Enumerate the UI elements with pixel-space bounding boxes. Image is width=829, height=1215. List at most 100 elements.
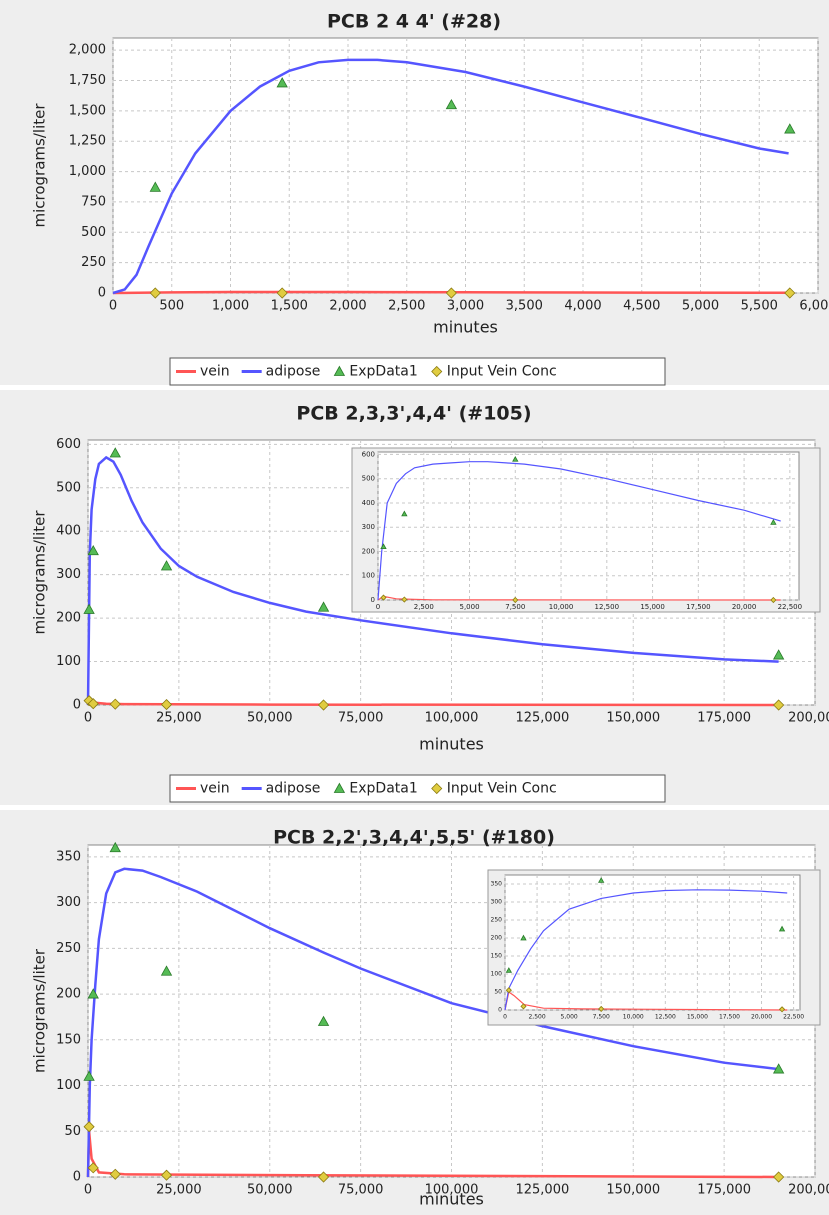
y-tick-label: 250	[491, 917, 503, 924]
y-tick-label: 400	[56, 524, 81, 539]
data-point	[401, 596, 408, 603]
data-point	[333, 365, 346, 376]
data-point	[87, 698, 99, 710]
y-tick-label: 250	[56, 941, 81, 956]
x-tick-label: 5,000	[682, 299, 719, 314]
x-tick-label: 1,500	[271, 299, 308, 314]
x-tick-label: 10,000	[623, 1014, 644, 1021]
x-tick-label: 125,000	[515, 711, 569, 726]
chart-title: PCB 2,2',3,4,4',5,5' (#180)	[273, 827, 555, 849]
data-point	[520, 1003, 527, 1010]
legend-label: adipose	[266, 364, 321, 380]
x-tick-label: 15,000	[640, 603, 665, 611]
y-tick-label: 100	[491, 971, 503, 978]
data-point	[770, 596, 777, 604]
x-tick-label: 7,500	[505, 603, 525, 611]
y-tick-label: 0	[371, 596, 375, 604]
chart-title: PCB 2,3,3',4,4' (#105)	[296, 403, 531, 425]
data-point	[317, 601, 330, 612]
data-point	[109, 1168, 121, 1180]
data-point	[772, 1063, 785, 1074]
legend-label: ExpData1	[349, 364, 417, 380]
x-tick-label: 2,500	[388, 299, 425, 314]
x-tick-label: 12,500	[655, 1014, 676, 1021]
x-tick-label: 2,000	[329, 299, 366, 314]
x-tick-label: 4,500	[623, 299, 660, 314]
data-point	[160, 1169, 173, 1181]
data-point	[445, 98, 458, 110]
data-point	[770, 519, 777, 525]
y-tick-label: 0	[73, 1170, 81, 1185]
x-tick-label: 6,000	[799, 299, 829, 314]
y-tick-label: 100	[362, 572, 375, 580]
x-axis-label: minutes	[419, 1190, 484, 1209]
x-tick-label: 25,000	[156, 1183, 202, 1198]
data-point	[598, 877, 605, 883]
y-axis-label: micrograms/liter	[31, 103, 49, 228]
x-tick-label: 15,000	[687, 1014, 708, 1021]
x-tick-label: 100,000	[425, 711, 479, 726]
data-point	[317, 1171, 330, 1183]
y-tick-label: 200	[56, 987, 81, 1002]
y-tick-label: 1,500	[69, 103, 106, 118]
y-tick-label: 0	[98, 286, 106, 301]
legend-label: adipose	[266, 781, 321, 797]
y-tick-label: 400	[362, 499, 375, 507]
x-tick-label: 50,000	[247, 1183, 293, 1198]
x-tick-label: 1,000	[212, 299, 249, 314]
data-point	[87, 1162, 99, 1174]
x-tick-label: 200,000	[788, 1183, 829, 1198]
x-tick-label: 175,000	[697, 1183, 751, 1198]
x-tick-label: 3,000	[447, 299, 484, 314]
data-point	[445, 287, 457, 299]
legend-label: vein	[200, 781, 230, 797]
x-tick-label: 25,000	[156, 711, 202, 726]
data-point	[83, 603, 95, 614]
data-point	[598, 1005, 605, 1012]
data-point	[772, 649, 785, 660]
data-point	[83, 1121, 95, 1133]
data-line	[112, 58, 789, 295]
data-point	[317, 699, 330, 711]
y-tick-label: 150	[56, 1032, 81, 1047]
data-point	[160, 699, 173, 711]
legend-label: Input Vein Conc	[447, 364, 557, 380]
data-point	[317, 1015, 330, 1026]
data-point	[380, 594, 387, 601]
y-tick-label: 350	[56, 849, 81, 864]
data-line	[377, 461, 781, 601]
x-tick-label: 0	[84, 711, 92, 726]
data-point	[505, 967, 513, 973]
x-tick-label: 150,000	[606, 711, 660, 726]
x-tick-label: 20,000	[732, 603, 757, 611]
x-tick-label: 22,500	[778, 603, 803, 611]
x-tick-label: 100,000	[425, 1183, 479, 1198]
data-point	[149, 287, 161, 299]
plot-area	[377, 451, 800, 601]
data-point	[160, 965, 173, 976]
x-tick-label: 2,500	[414, 603, 434, 611]
y-axis-label: micrograms/liter	[31, 510, 49, 635]
x-tick-label: 0	[503, 1014, 507, 1021]
y-tick-label: 350	[491, 881, 503, 888]
data-point	[109, 698, 121, 710]
legend-label: vein	[200, 364, 230, 380]
y-tick-label: 250	[81, 255, 106, 270]
x-axis-label: minutes	[433, 318, 498, 337]
x-tick-label: 2,500	[528, 1014, 545, 1021]
y-tick-label: 600	[56, 437, 81, 452]
x-tick-label: 5,000	[561, 1014, 578, 1021]
y-tick-label: 0	[498, 1007, 502, 1014]
data-point	[380, 543, 387, 550]
y-tick-label: 150	[491, 953, 503, 960]
legend-label: Input Vein Conc	[447, 781, 557, 797]
data-point	[778, 925, 786, 932]
x-tick-label: 175,000	[697, 711, 751, 726]
x-tick-label: 4,000	[564, 299, 601, 314]
y-tick-label: 1,000	[69, 164, 106, 179]
y-tick-label: 500	[56, 480, 81, 495]
y-tick-label: 1,250	[69, 134, 106, 149]
y-tick-label: 750	[81, 194, 106, 209]
x-tick-label: 75,000	[338, 711, 384, 726]
x-tick-label: 0	[109, 299, 117, 314]
